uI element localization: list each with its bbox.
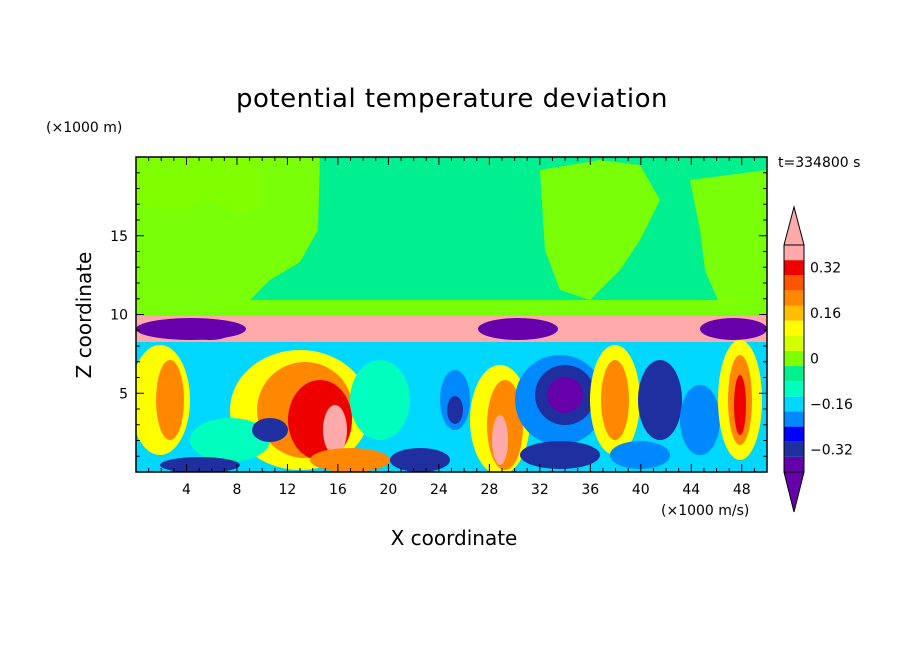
field-region — [610, 441, 670, 469]
field-region — [520, 441, 600, 469]
y-tick-label: 15 — [110, 229, 128, 245]
colorbar-border — [783, 244, 805, 473]
field-region — [323, 405, 347, 455]
colorbar-segment — [784, 366, 804, 382]
field-region — [190, 326, 230, 340]
colorbar-segment — [784, 441, 804, 457]
colorbar-segment — [784, 411, 804, 427]
colorbar-label: 0.32 — [810, 261, 841, 277]
colorbar-segment — [784, 350, 804, 367]
field-region — [680, 385, 720, 455]
colorbar-segment — [784, 396, 804, 412]
colorbar-segment — [784, 456, 804, 472]
field-region — [136, 157, 262, 215]
colorbar: 0.32 0.16 0 −0.16 −0.32 — [783, 205, 853, 513]
colorbar-segment — [784, 426, 804, 442]
colorbar-label: 0 — [810, 352, 819, 368]
x-tick-label: 28 — [480, 482, 498, 498]
colorbar-segment — [784, 260, 804, 276]
field-region — [478, 318, 558, 340]
colorbar-segment — [784, 320, 804, 336]
field-region — [700, 318, 767, 340]
colorbar-segment — [784, 305, 804, 321]
x-tick-label: 44 — [682, 482, 700, 498]
field-region — [156, 360, 184, 440]
x-tick-label: 16 — [329, 482, 347, 498]
x-tick-label: 32 — [531, 482, 549, 498]
field-region — [390, 448, 450, 472]
colorbar-segment — [784, 275, 804, 291]
x-axis-unit: (×1000 m/s) — [661, 503, 750, 519]
field-region — [447, 396, 463, 424]
y-tick-label: 10 — [110, 308, 128, 324]
field-region — [492, 415, 508, 465]
field-region — [136, 318, 246, 340]
x-tick-label: 12 — [279, 482, 297, 498]
chart-title: potential temperature deviation — [236, 84, 668, 114]
y-tick-label: 5 — [119, 386, 128, 402]
field-region — [350, 360, 410, 440]
x-tick-label: 40 — [632, 482, 650, 498]
field-region — [252, 418, 288, 442]
x-axis-label: X coordinate — [390, 526, 518, 550]
field-region — [310, 448, 390, 472]
x-tick-label: 8 — [232, 482, 241, 498]
field-region — [734, 375, 746, 435]
field-region — [190, 418, 270, 462]
colorbar-label: −0.32 — [810, 442, 853, 458]
x-tick-label: 4 — [182, 482, 191, 498]
x-tick-label: 20 — [379, 482, 397, 498]
field-region — [136, 300, 767, 318]
field-region — [160, 457, 240, 472]
colorbar-segment — [784, 335, 804, 351]
colorbar-over-triangle — [783, 205, 805, 246]
field-region — [638, 360, 682, 440]
x-tick-label: 36 — [581, 482, 599, 498]
field-region — [547, 377, 583, 413]
heatmap-field — [136, 157, 767, 472]
x-tick-label: 24 — [430, 482, 448, 498]
colorbar-segment — [784, 290, 804, 306]
y-ticks: 5 10 15 — [110, 172, 767, 457]
field-region — [690, 170, 767, 305]
colorbar-segment — [784, 381, 804, 397]
colorbar-segment — [784, 245, 804, 261]
colorbar-label: 0.16 — [810, 306, 841, 322]
x-tick-label: 48 — [733, 482, 751, 498]
time-label: t=334800 s — [778, 155, 861, 171]
colorbar-label: −0.16 — [810, 397, 853, 413]
field-region — [540, 160, 660, 300]
x-ticks: 4 8 12 16 20 24 28 32 36 40 44 48 — [148, 157, 755, 498]
y-axis-unit: (×1000 m) — [46, 120, 123, 136]
colorbar-under-triangle — [783, 471, 805, 513]
field-region — [601, 360, 629, 440]
